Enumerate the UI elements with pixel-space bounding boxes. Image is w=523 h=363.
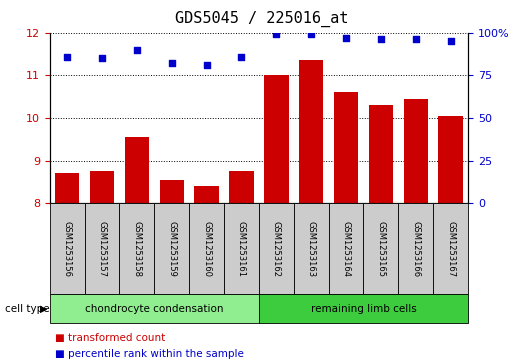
- Text: chondrocyte condensation: chondrocyte condensation: [85, 303, 223, 314]
- Point: [412, 37, 420, 42]
- Point: [237, 54, 246, 60]
- Text: cell type: cell type: [5, 303, 50, 314]
- Text: GSM1253165: GSM1253165: [377, 221, 385, 277]
- Bar: [189, 203, 224, 294]
- Text: GSM1253156: GSM1253156: [63, 221, 72, 277]
- Point: [202, 62, 211, 68]
- Bar: [334, 93, 358, 203]
- Point: [272, 32, 280, 37]
- Bar: [369, 105, 393, 203]
- Text: GSM1253158: GSM1253158: [132, 221, 141, 277]
- Bar: [154, 203, 189, 294]
- Bar: [264, 75, 289, 203]
- Bar: [404, 99, 428, 203]
- Bar: [50, 294, 259, 323]
- Bar: [259, 203, 294, 294]
- Text: GSM1253159: GSM1253159: [167, 221, 176, 277]
- Bar: [328, 203, 363, 294]
- Text: GSM1253160: GSM1253160: [202, 221, 211, 277]
- Text: ■ transformed count: ■ transformed count: [55, 333, 165, 343]
- Point: [167, 61, 176, 66]
- Bar: [85, 203, 119, 294]
- Bar: [299, 60, 323, 203]
- Point: [307, 32, 315, 37]
- Text: remaining limb cells: remaining limb cells: [311, 303, 416, 314]
- Text: GSM1253157: GSM1253157: [97, 221, 107, 277]
- Bar: [433, 203, 468, 294]
- Bar: [124, 137, 149, 203]
- Bar: [195, 186, 219, 203]
- Text: GSM1253163: GSM1253163: [306, 221, 316, 277]
- Text: GSM1253166: GSM1253166: [411, 221, 420, 277]
- Text: GDS5045 / 225016_at: GDS5045 / 225016_at: [175, 11, 348, 27]
- Text: GSM1253164: GSM1253164: [342, 221, 350, 277]
- Bar: [363, 203, 399, 294]
- Text: ▶: ▶: [40, 303, 47, 314]
- Bar: [224, 203, 259, 294]
- Bar: [294, 203, 328, 294]
- Text: GSM1253167: GSM1253167: [446, 221, 455, 277]
- Bar: [160, 180, 184, 203]
- Point: [342, 35, 350, 41]
- Bar: [119, 203, 154, 294]
- Point: [447, 38, 455, 44]
- Point: [133, 47, 141, 53]
- Point: [63, 54, 71, 60]
- Text: GSM1253161: GSM1253161: [237, 221, 246, 277]
- Bar: [50, 203, 85, 294]
- Text: ■ percentile rank within the sample: ■ percentile rank within the sample: [55, 349, 244, 359]
- Bar: [259, 294, 468, 323]
- Bar: [229, 171, 254, 203]
- Text: GSM1253162: GSM1253162: [272, 221, 281, 277]
- Bar: [399, 203, 433, 294]
- Bar: [438, 116, 463, 203]
- Point: [377, 37, 385, 42]
- Bar: [90, 171, 114, 203]
- Point: [98, 55, 106, 61]
- Bar: [55, 174, 79, 203]
